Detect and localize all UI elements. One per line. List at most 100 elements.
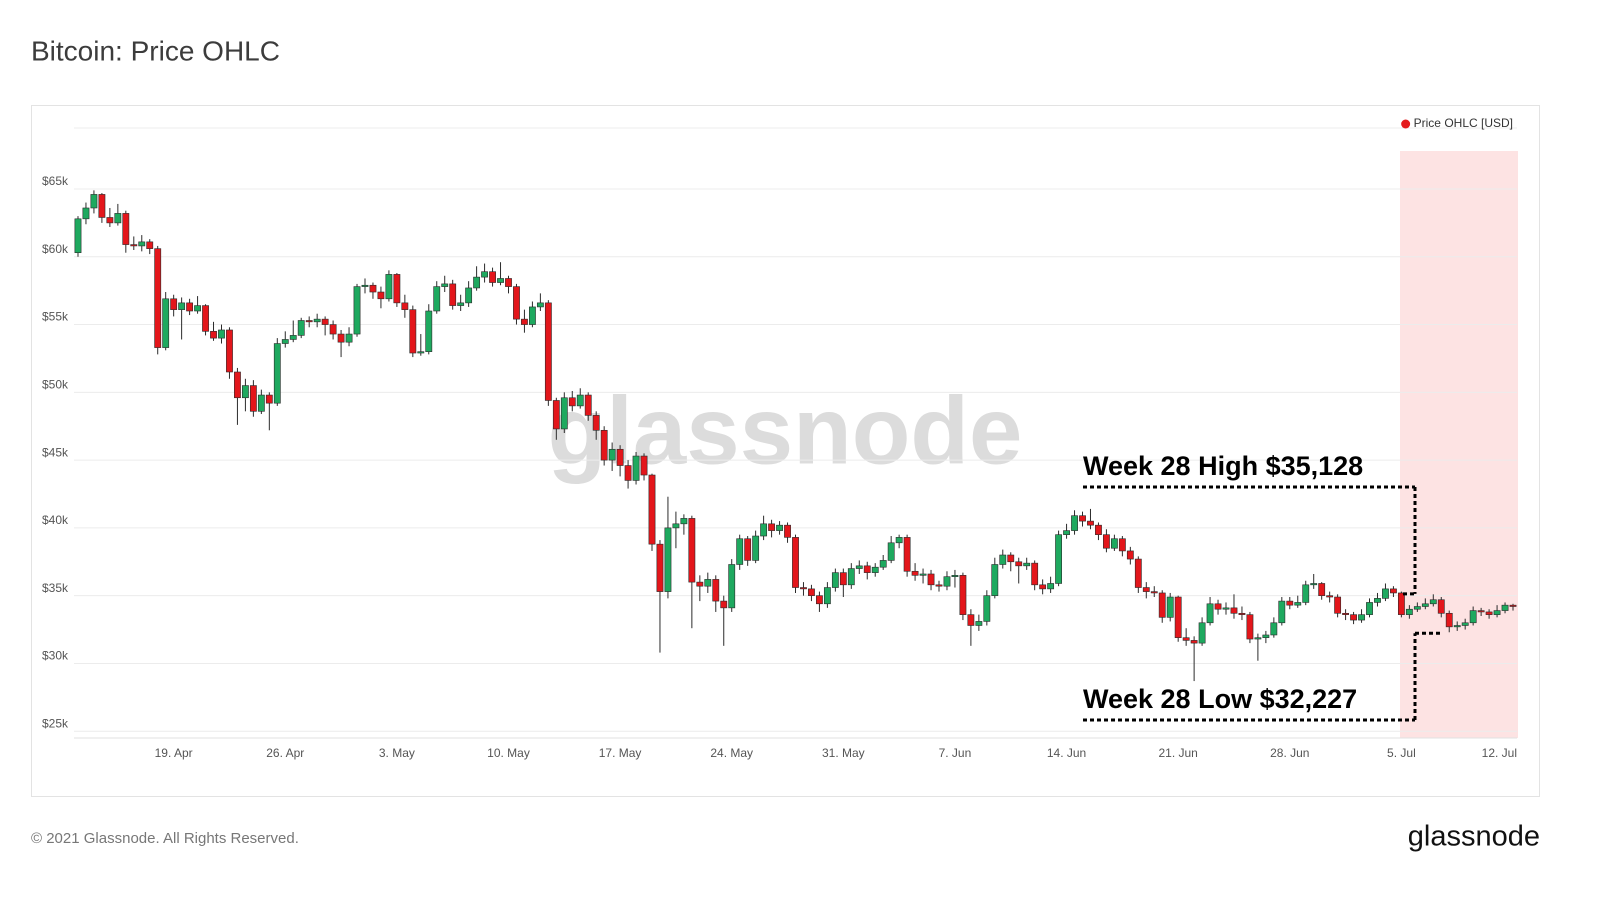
candle-body: [855, 565, 863, 569]
y-tick-label: $35k: [42, 581, 69, 595]
watermark: glassnode: [548, 377, 1023, 484]
candle-body: [967, 614, 975, 626]
candle-body: [369, 284, 377, 293]
candle-body: [1501, 604, 1509, 611]
candle-body: [257, 394, 265, 412]
candle-body: [1485, 611, 1493, 615]
candle-body: [1174, 596, 1182, 638]
candle-body: [1390, 588, 1397, 594]
y-tick-label: $45k: [42, 445, 69, 459]
candle-body: [297, 320, 305, 336]
x-tick-label: 12. Jul: [1482, 746, 1517, 760]
candle-body: [505, 278, 512, 287]
candle-body: [951, 575, 959, 577]
candle-body: [816, 595, 823, 605]
candle-body: [130, 244, 138, 247]
candle-body: [273, 343, 281, 404]
candle-body: [927, 573, 935, 586]
candle-body: [1103, 534, 1110, 549]
candle-body: [289, 335, 297, 340]
candle-body: [1158, 592, 1166, 618]
candle-body: [1342, 612, 1350, 615]
candle-body: [226, 329, 233, 373]
candle-body: [552, 400, 560, 430]
footer: © 2021 Glassnode. All Rights Reserved.: [31, 830, 299, 847]
candle-body: [712, 579, 720, 602]
y-tick-label: $55k: [42, 310, 69, 324]
candle-body: [393, 274, 401, 304]
candle-body: [417, 351, 425, 354]
candle-body: [576, 394, 584, 407]
candle-body: [1310, 583, 1318, 586]
candle-body: [1429, 599, 1437, 605]
candle-body: [425, 310, 433, 352]
candle-body: [792, 537, 799, 588]
x-tick-label: 21. Jun: [1158, 746, 1197, 760]
week-highlight: [1400, 151, 1518, 738]
candle-body: [879, 560, 887, 568]
candle-body: [106, 217, 114, 224]
candle-body: [1118, 538, 1126, 552]
candle-body: [736, 538, 744, 565]
candle-body: [624, 465, 632, 481]
candle-body: [162, 298, 170, 348]
y-tick-label: $40k: [42, 513, 69, 527]
candle-body: [1254, 637, 1262, 640]
candle-body: [401, 302, 409, 310]
x-tick-label: 19. Apr: [155, 746, 193, 760]
candle-body: [831, 572, 839, 588]
candle-body: [768, 523, 775, 531]
candle-body: [592, 415, 600, 431]
logo: glassnode: [1408, 821, 1540, 853]
candle-body: [1270, 622, 1278, 636]
candle-body: [943, 576, 951, 587]
candle-body: [1405, 608, 1413, 615]
candle-body: [337, 333, 345, 343]
candle-body: [186, 302, 194, 312]
candle-body: [1222, 607, 1230, 610]
candle-body: [744, 538, 752, 561]
candle-body: [616, 448, 624, 466]
candles: [74, 190, 1517, 682]
candle-body: [1238, 612, 1246, 615]
candle-body: [321, 318, 329, 325]
candle-body: [608, 448, 616, 461]
x-tick-label: 7. Jun: [939, 746, 972, 760]
candle-body: [1166, 596, 1174, 618]
candle-body: [385, 274, 393, 300]
candle-body: [1453, 625, 1461, 628]
candle-body: [1493, 610, 1501, 615]
candle-body: [1382, 588, 1389, 599]
candle-body: [1071, 515, 1078, 531]
candle-body: [728, 564, 736, 609]
candle-body: [1007, 554, 1015, 563]
candle-body: [433, 286, 441, 312]
candle-body: [1445, 612, 1453, 628]
candle-body: [1230, 607, 1238, 614]
candle-body: [1358, 614, 1365, 621]
candle-body: [249, 385, 257, 412]
candle-body: [449, 283, 457, 306]
candle-body: [720, 600, 728, 609]
candle-body: [521, 318, 528, 325]
candle-body: [983, 595, 991, 622]
candle-body: [704, 579, 712, 587]
candle-body: [536, 302, 544, 308]
candle-body: [409, 309, 417, 354]
candle-body: [776, 524, 783, 531]
candle-body: [122, 213, 130, 245]
candle-body: [82, 207, 90, 220]
candle-body: [887, 542, 895, 561]
candle-body: [138, 241, 146, 247]
candle-body: [1095, 524, 1102, 535]
candle-body: [234, 371, 241, 399]
candle-body: [513, 286, 520, 320]
candle-body: [1477, 610, 1485, 613]
candle-body: [1015, 561, 1023, 567]
candle-body: [1262, 634, 1270, 638]
x-tick-label: 31. May: [822, 746, 865, 760]
candle-body: [1142, 587, 1150, 592]
candle-body: [74, 218, 82, 254]
candle-body: [1278, 600, 1286, 624]
